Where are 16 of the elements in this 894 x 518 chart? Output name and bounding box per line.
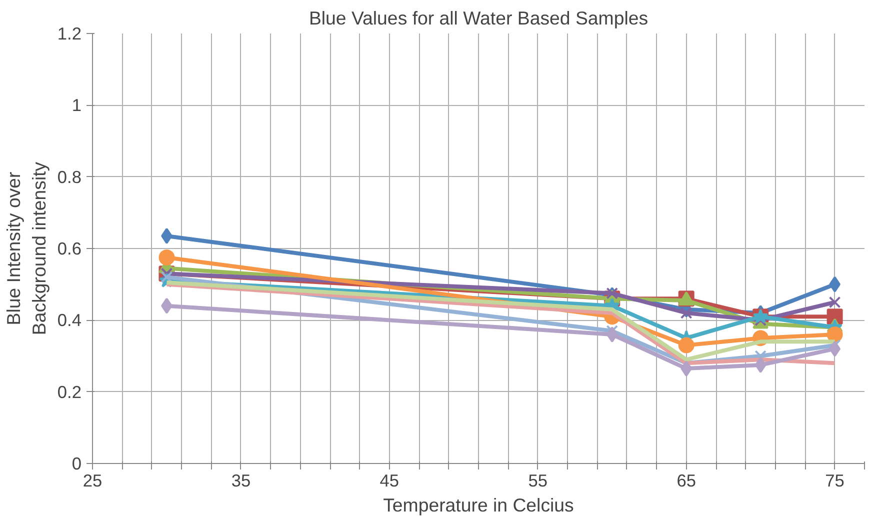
x-axis-title: Temperature in Celcius bbox=[383, 494, 574, 516]
x-tick-label: 65 bbox=[676, 470, 696, 490]
y-tick-label: 0.8 bbox=[57, 166, 82, 187]
x-tick-label: 35 bbox=[231, 470, 251, 490]
x-tick-label: 45 bbox=[380, 470, 400, 490]
x-tick-label: 75 bbox=[825, 470, 844, 490]
y-tick-label: 1.2 bbox=[57, 24, 82, 44]
y-tick-label: 0.2 bbox=[57, 382, 82, 402]
chart-title: Blue Values for all Water Based Samples bbox=[308, 8, 648, 28]
y-tick-label: 1 bbox=[72, 95, 82, 116]
y-tick-label: 0 bbox=[72, 454, 82, 474]
y-tick-label: 0.6 bbox=[57, 238, 82, 258]
x-tick-label: 55 bbox=[528, 470, 548, 490]
x-tick-label: 25 bbox=[82, 470, 102, 490]
y-tick-label: 0.4 bbox=[57, 310, 82, 330]
y-axis-title: Blue Intensity over Background intensity bbox=[3, 161, 50, 336]
